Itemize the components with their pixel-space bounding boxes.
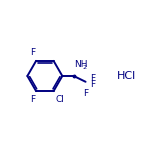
Text: HCl: HCl — [117, 71, 136, 81]
Text: F: F — [90, 74, 95, 83]
Text: F: F — [83, 89, 88, 98]
Text: F: F — [90, 79, 95, 89]
Text: Cl: Cl — [55, 95, 64, 104]
Text: F: F — [30, 48, 35, 57]
Text: NH: NH — [74, 60, 88, 69]
Text: F: F — [30, 95, 35, 104]
Text: 2: 2 — [83, 65, 87, 70]
